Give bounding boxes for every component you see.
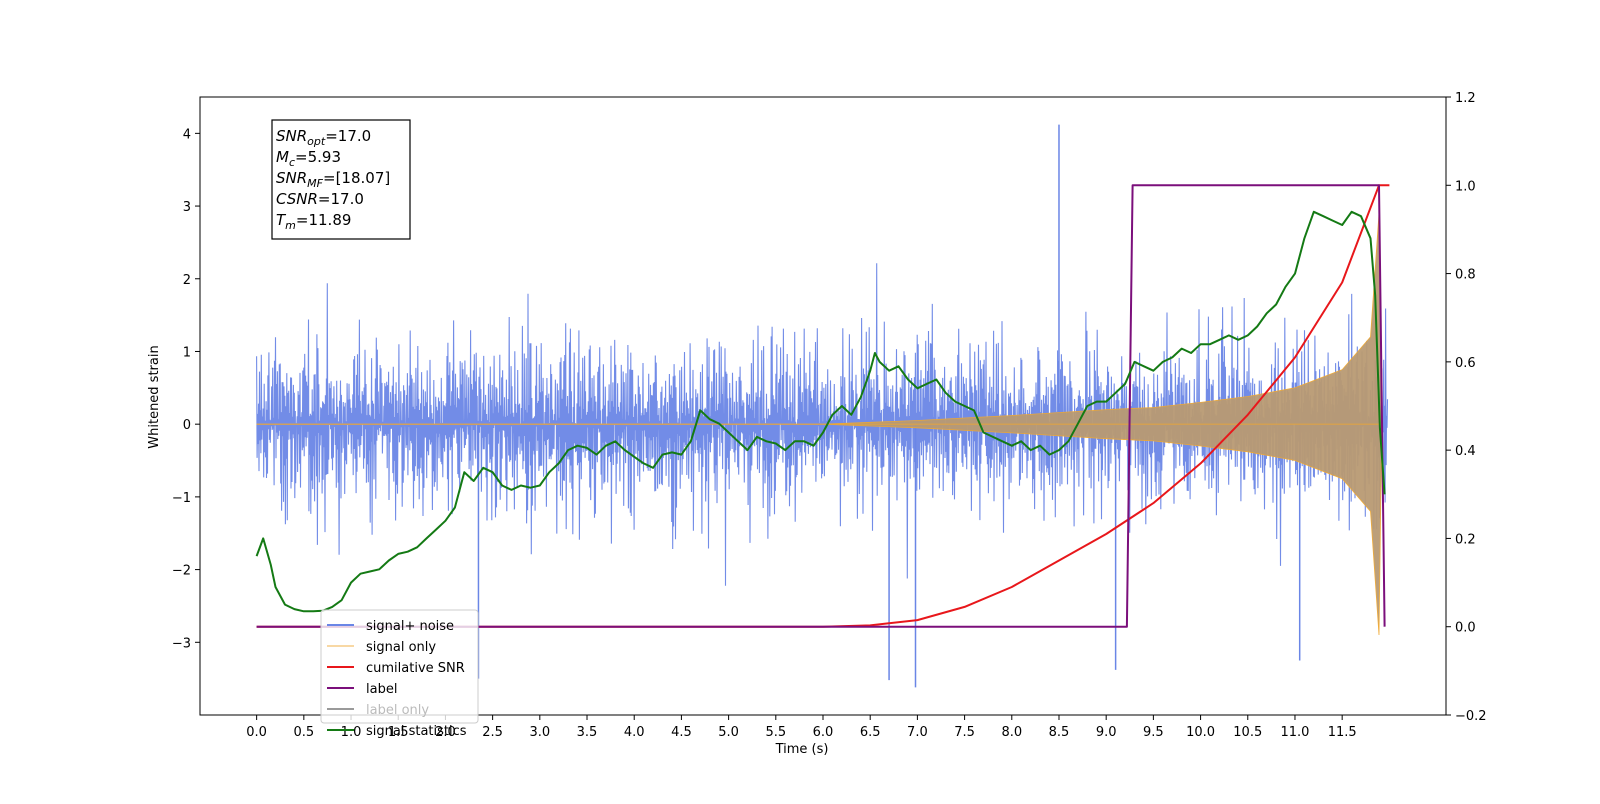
x-tick-label: 0.0 (246, 725, 267, 740)
legend-label: signal only (366, 640, 436, 655)
legend-frame (320, 609, 479, 724)
x-tick-label: 4.5 (671, 725, 692, 740)
y-tick-label: 3 (183, 200, 191, 215)
y-tick-label: −1 (172, 491, 191, 506)
annotation-line: Mc=5.93 (276, 148, 341, 169)
x-tick-label: 5.5 (765, 725, 786, 740)
legend: signal+ noise signal only cumilative SNR la… (320, 609, 479, 739)
y-tick-label: −3 (172, 636, 191, 651)
legend-label: signal+ noise (366, 619, 454, 634)
x-tick-label: 8.0 (1001, 725, 1022, 740)
y2-tick-label: 0.4 (1455, 444, 1476, 459)
x-axis-label: Time (s) (775, 742, 829, 757)
y-tick-label: 2 (183, 273, 191, 288)
x-tick-label: 9.0 (1096, 725, 1117, 740)
x-tick-label: 11.5 (1328, 725, 1357, 740)
axes-layer: 0.0 0.5 1.0 1.5 2.0 2.5 3.0 3.5 4.0 4.5 5.0 5.5 6.0 6… (172, 91, 1487, 740)
annotation-value: =11.89 (296, 211, 352, 229)
x-tick-label: 2.5 (482, 725, 503, 740)
x-tick-label: 10.5 (1233, 725, 1262, 740)
x-tick-label: 6.0 (813, 725, 834, 740)
legend-label: cumilative SNR (366, 661, 465, 676)
annotation-frame (271, 119, 411, 240)
annotation-symbol: M (276, 148, 289, 166)
x-tick-label: 3.5 (577, 725, 598, 740)
legend-label: label only (366, 703, 429, 718)
x-tick-label: 6.5 (860, 725, 881, 740)
annotation-symbol: SNR (276, 127, 307, 145)
y-tick-label: 0 (183, 418, 191, 433)
legend-label: label (366, 682, 397, 697)
annotation-line: SNRopt=17.0 (276, 127, 371, 148)
annotation-line: Tm=11.89 (276, 211, 351, 232)
y2-tick-label: 1.2 (1455, 91, 1476, 106)
series-label (256, 184, 1386, 628)
y2-tick-label: 0.0 (1455, 621, 1476, 636)
annotation-value: =5.93 (295, 148, 341, 166)
x-tick-label: 9.5 (1143, 725, 1164, 740)
x-tick-label: 7.0 (907, 725, 928, 740)
annotation-value: =[18.07] (323, 169, 390, 187)
x-tick-label: 4.0 (624, 725, 645, 740)
y2-tick-label: 1.0 (1455, 179, 1476, 194)
x-tick-label: 2.0 (435, 725, 456, 740)
annotation-value: =17.0 (325, 127, 371, 145)
x-tick-label: 3.0 (529, 725, 550, 740)
y-tick-label: −2 (172, 564, 191, 579)
annotation-value: =17.0 (318, 190, 364, 208)
annotation-line: CSNR=17.0 (276, 190, 364, 208)
annotation-subscript: c (289, 156, 295, 169)
y-tick-label: 4 (183, 127, 191, 142)
annotation-subscript: m (285, 219, 296, 232)
x-tick-label: 1.5 (388, 725, 409, 740)
annotation-symbol: T (276, 211, 287, 229)
annotation-symbol: SNR (276, 169, 307, 187)
series-cumilative-snr (256, 184, 1390, 628)
annotation-box: SNRopt=17.0Mc=5.93SNRMF=[18.07]CSNR=17.0… (271, 119, 411, 240)
legend-label: signal statistics (366, 724, 467, 739)
y-axis-label: Whitened strain (147, 345, 162, 448)
x-tick-label: 10.0 (1186, 725, 1215, 740)
annotation-subscript: opt (307, 135, 326, 148)
x-tick-label: 0.5 (293, 725, 314, 740)
x-tick-label: 1.0 (341, 725, 362, 740)
annotation-subscript: MF (307, 177, 323, 190)
y2-tick-label: 0.6 (1455, 356, 1476, 371)
series-signal-noise (256, 263, 1389, 586)
y2-tick-label: −0.2 (1455, 709, 1487, 724)
x-tick-label: 5.0 (718, 725, 739, 740)
annotation-symbol: CSNR (276, 190, 318, 208)
y2-tick-label: 0.8 (1455, 268, 1476, 283)
series-signal-statistics (255, 210, 1386, 613)
y-tick-label: 1 (183, 345, 191, 360)
x-tick-label: 7.5 (954, 725, 975, 740)
x-tick-label: 8.5 (1049, 725, 1070, 740)
plot-layer (255, 124, 1390, 688)
annotation-line: SNRMF=[18.07] (276, 169, 390, 190)
y2-tick-label: 0.2 (1455, 532, 1476, 547)
x-tick-label: 11.0 (1280, 725, 1309, 740)
